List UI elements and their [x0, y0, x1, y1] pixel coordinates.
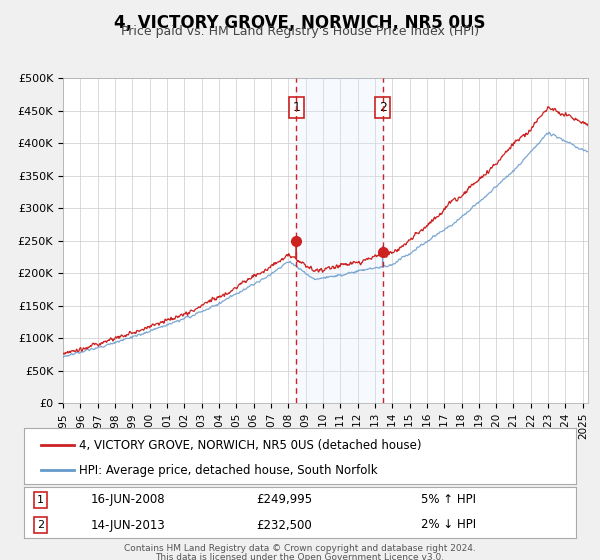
Text: 4, VICTORY GROVE, NORWICH, NR5 0US: 4, VICTORY GROVE, NORWICH, NR5 0US — [114, 14, 486, 32]
Bar — [296, 78, 383, 403]
Text: 4, VICTORY GROVE, NORWICH, NR5 0US (detached house): 4, VICTORY GROVE, NORWICH, NR5 0US (deta… — [79, 438, 422, 452]
Text: 2: 2 — [379, 101, 386, 114]
Text: Price paid vs. HM Land Registry's House Price Index (HPI): Price paid vs. HM Land Registry's House … — [121, 25, 479, 38]
Text: 2% ↓ HPI: 2% ↓ HPI — [421, 519, 476, 531]
Text: 5% ↑ HPI: 5% ↑ HPI — [421, 493, 476, 506]
Text: HPI: Average price, detached house, South Norfolk: HPI: Average price, detached house, Sout… — [79, 464, 378, 477]
Text: £232,500: £232,500 — [256, 519, 311, 531]
Text: 14-JUN-2013: 14-JUN-2013 — [90, 519, 165, 531]
Text: 1: 1 — [292, 101, 300, 114]
Text: 16-JUN-2008: 16-JUN-2008 — [90, 493, 165, 506]
Text: 2: 2 — [37, 520, 44, 530]
Text: £249,995: £249,995 — [256, 493, 312, 506]
Text: Contains HM Land Registry data © Crown copyright and database right 2024.: Contains HM Land Registry data © Crown c… — [124, 544, 476, 553]
Text: This data is licensed under the Open Government Licence v3.0.: This data is licensed under the Open Gov… — [155, 553, 445, 560]
Text: 1: 1 — [37, 495, 44, 505]
